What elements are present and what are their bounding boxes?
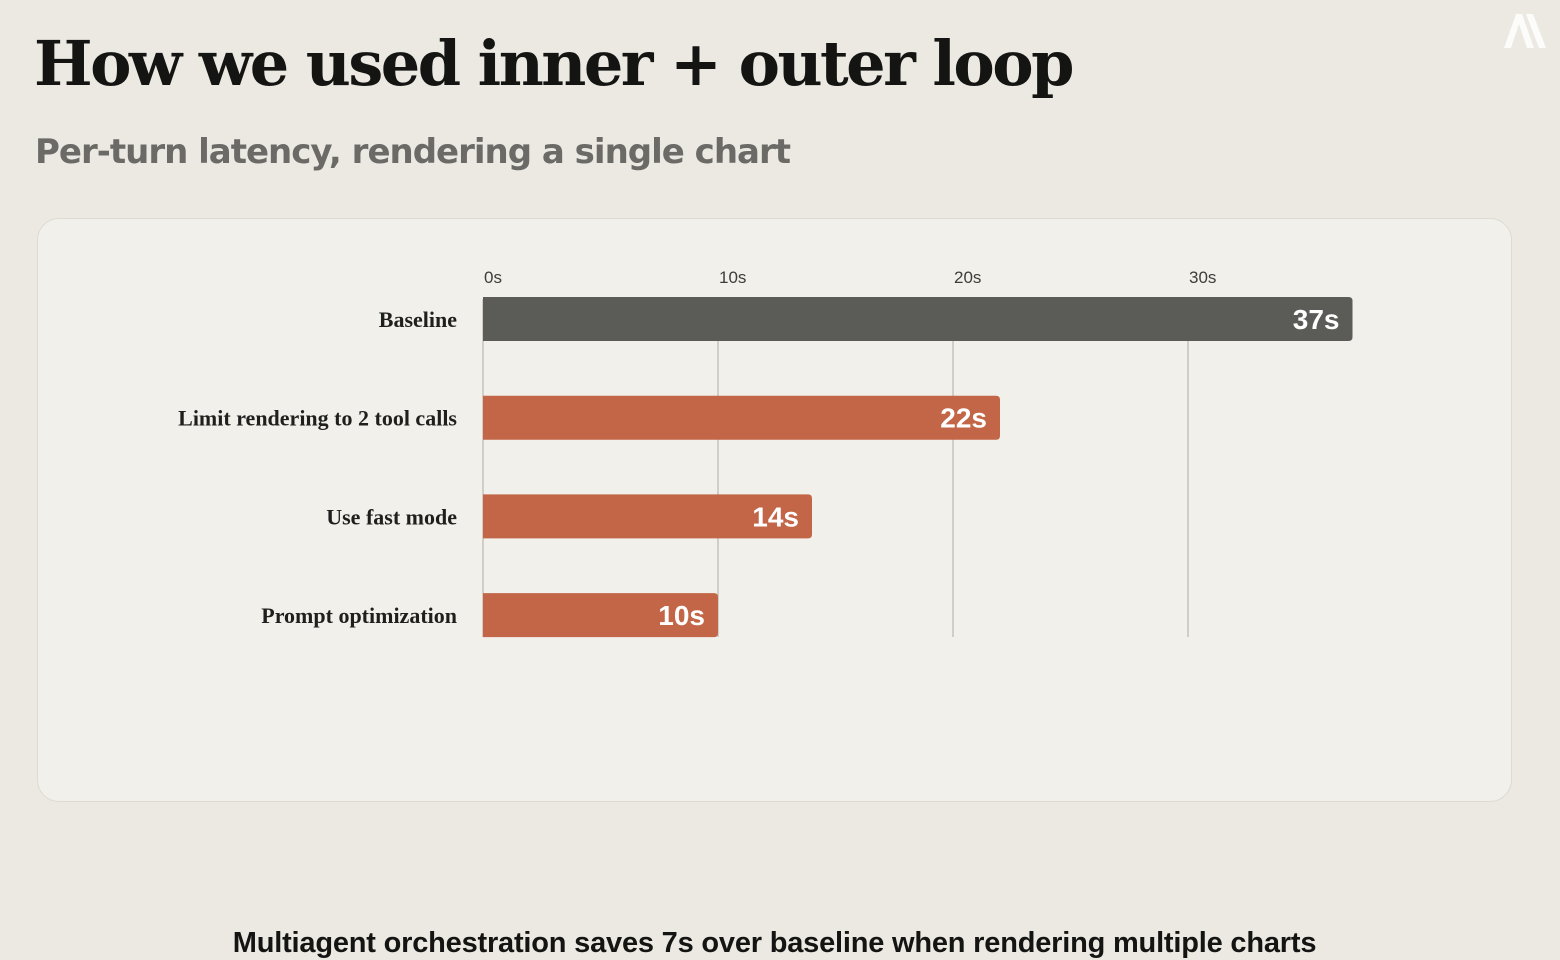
slide-title: How we used inner + outer loop — [34, 27, 1074, 100]
latency-bar-chart: 0s 10s 20s 30s 37s Baseline 22s Limit rendering… — [178, 268, 1353, 638]
anthropic-logo-icon — [1504, 14, 1546, 48]
bar-value-label: 37s — [1293, 304, 1340, 335]
category-label: Baseline — [379, 307, 457, 332]
bar — [483, 494, 812, 539]
bar — [483, 593, 718, 638]
category-label: Prompt optimization — [261, 603, 457, 628]
x-tick-label: 0s — [484, 268, 502, 287]
bar — [483, 297, 1353, 341]
x-tick-label: 20s — [954, 268, 981, 287]
bar-value-label: 10s — [658, 600, 705, 631]
bar-value-label: 22s — [940, 403, 987, 434]
chart-card: 0s 10s 20s 30s 37s Baseline 22s Limit rendering… — [37, 218, 1512, 959]
category-label: Limit rendering to 2 tool calls — [178, 406, 457, 431]
slide-subtitle: Per-turn latency, rendering a single cha… — [35, 132, 791, 172]
x-tick-label: 10s — [719, 268, 746, 287]
x-tick-label: 30s — [1189, 268, 1216, 287]
category-label: Use fast mode — [326, 504, 457, 529]
chart-footnote: Multiagent orchestration saves 7s over b… — [232, 927, 1317, 959]
bar — [483, 395, 1000, 440]
bar-value-label: 14s — [752, 501, 799, 532]
